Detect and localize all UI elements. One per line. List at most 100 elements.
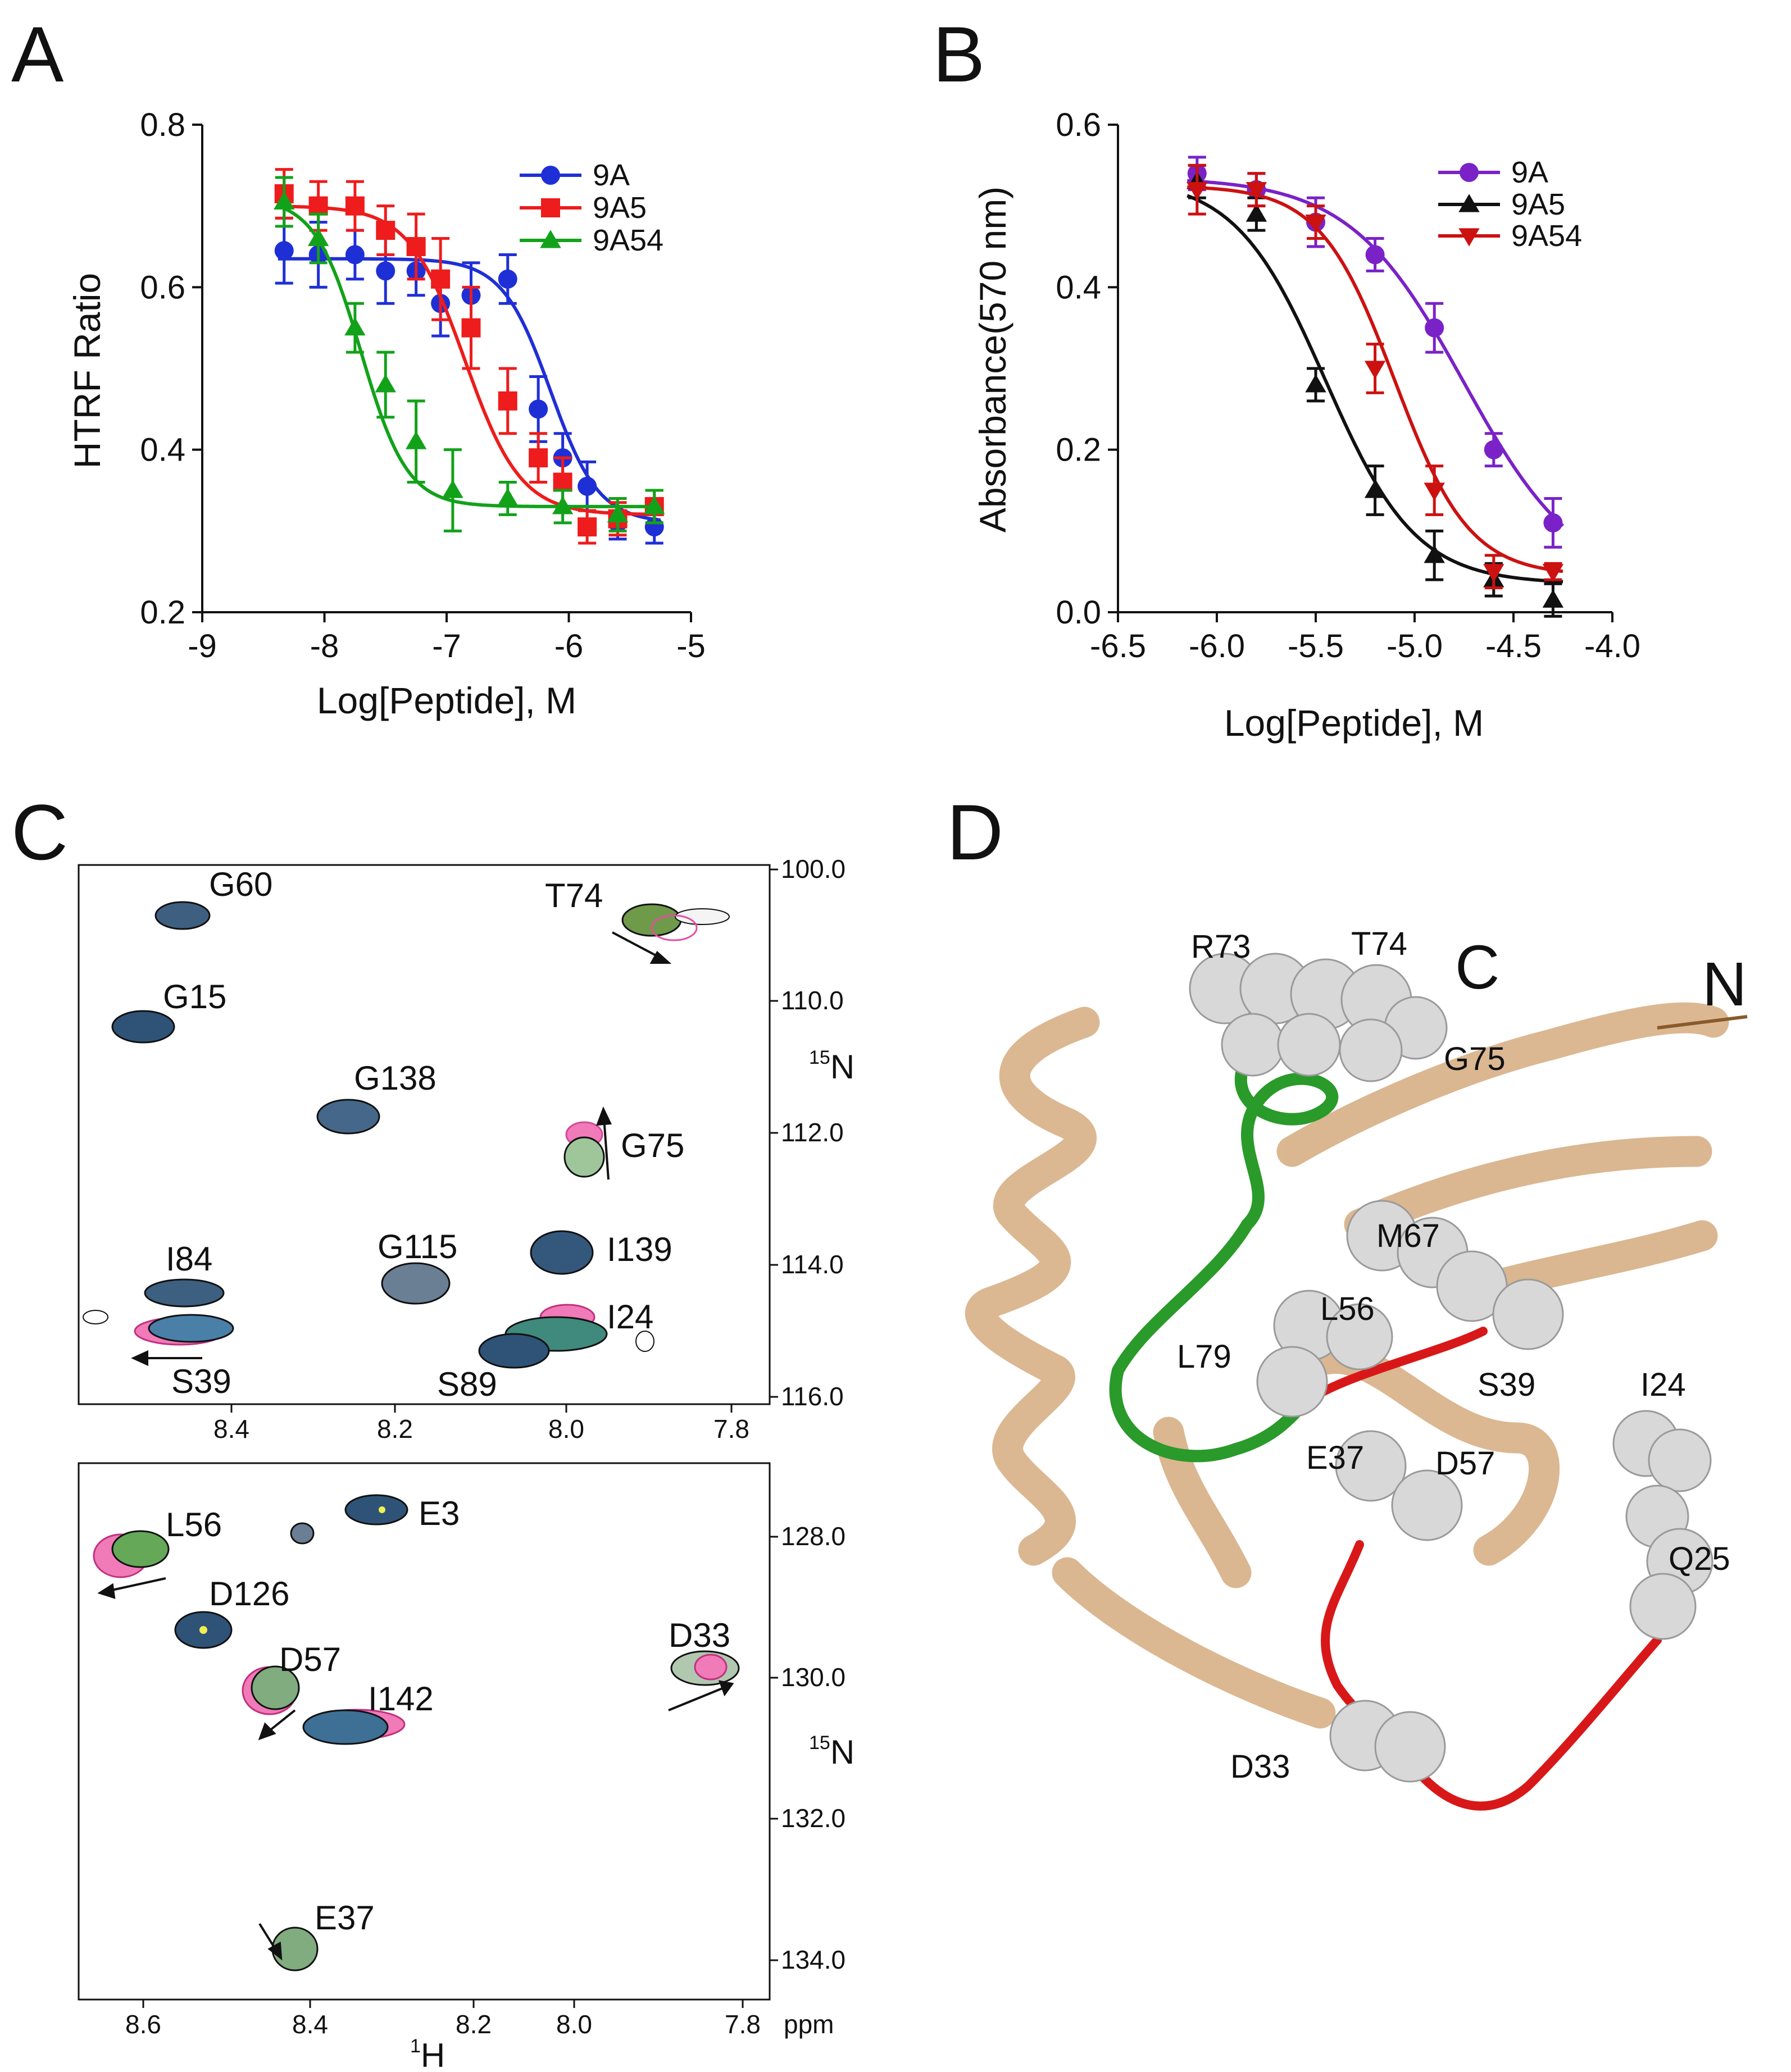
- data-point-9a5: [1424, 545, 1445, 563]
- series-9a54: [1187, 163, 1564, 590]
- data-point-9a54: [1364, 361, 1386, 379]
- nmr-top-peaks: [83, 901, 730, 1369]
- peak-t74-pink: [651, 914, 698, 941]
- peak-d57: [251, 1665, 300, 1710]
- residue-g75: G75: [1444, 1041, 1506, 1077]
- nmr-top-h-tick-2: 8.0: [548, 1414, 584, 1443]
- peak-label-g115: G115: [378, 1228, 457, 1265]
- residue-s39: S39: [1478, 1367, 1535, 1403]
- protein-structure: R73 T74 G75 M67 L56 L79 S39 I24 E37 D57 …: [965, 926, 1748, 1811]
- peak-label-s89: S89: [437, 1365, 497, 1403]
- x-tick-label: -6.5: [1090, 628, 1146, 664]
- peak-label-l56: L56: [166, 1506, 222, 1543]
- data-point-9a: [529, 399, 548, 419]
- legend-a-9a54: 9A54: [593, 224, 663, 257]
- nmr-spectrum-bottom: 128.0 130.0 132.0 134.0 8.6 8.4 8.2 8.0 …: [78, 1462, 854, 2072]
- data-point-9a54: [1187, 182, 1208, 201]
- data-point-9a54: [1245, 182, 1267, 201]
- chart-a-x-label: Log[Peptide], M: [317, 680, 576, 721]
- data-point-9a54: [1305, 215, 1326, 233]
- peak-s39: [148, 1314, 234, 1343]
- x-tick-label: -6.0: [1189, 628, 1245, 664]
- nmr-bottom-n-tick-0: 128.0: [781, 1522, 846, 1551]
- legend-b-9a: 9A: [1511, 156, 1548, 189]
- chart-b-y-label: Absorbance(570 nm): [972, 186, 1013, 532]
- nmr-top-n-axis-label: 15N: [809, 1047, 854, 1086]
- nmr-bottom-n-tick-1: 130.0: [781, 1663, 846, 1692]
- nmr-bottom-n-tick-3: 134.0: [781, 1945, 846, 1974]
- data-point-9a54: [405, 431, 427, 449]
- nmr-bottom-h-tick-3: 8.0: [556, 2010, 592, 2039]
- legend-a-9a5: 9A5: [593, 191, 647, 225]
- data-point-9a5: [1305, 374, 1326, 393]
- data-point-9a54: [375, 374, 396, 393]
- panel-label-b: B: [933, 10, 985, 98]
- data-point-9a5: [1364, 480, 1386, 498]
- peak-label-e37: E37: [315, 1899, 375, 1937]
- x-tick-label: -8: [310, 628, 339, 664]
- data-point-9a: [274, 241, 294, 261]
- panel-label-d: D: [947, 788, 1003, 876]
- nmr-bottom-arrows: [97, 1577, 734, 1961]
- peak-e3-core: [379, 1506, 385, 1513]
- y-tick-label: 0.4: [1056, 269, 1101, 306]
- chart-b-legend: 9A 9A5 9A54: [1438, 156, 1582, 253]
- residue-i24: I24: [1640, 1367, 1686, 1403]
- peak-label-g60: G60: [209, 866, 272, 903]
- chart-b: -6.5 -6.0 -5.5 -5.0 -4.5 -4.0 0.0 0.2 0.4 0.6 Abs…: [972, 107, 1640, 744]
- peak-small-right: [635, 1331, 654, 1352]
- data-point-9a54: [1542, 564, 1564, 582]
- legend-b-9a5: 9A5: [1511, 188, 1565, 221]
- nmr-top-h-tick-3: 7.8: [713, 1414, 749, 1443]
- peak-g60: [154, 901, 211, 930]
- data-point-9a: [498, 269, 517, 289]
- nmr-spectrum-top: 100.0 110.0 112.0 114.0 116.0 8.4 8.2 8.…: [78, 854, 854, 1443]
- residue-m67: M67: [1376, 1218, 1440, 1254]
- data-point-9a: [345, 245, 365, 265]
- data-point-9a: [578, 476, 597, 496]
- nmr-bottom-n-tick-2: 132.0: [781, 1804, 846, 1833]
- x-tick-label: -5.5: [1288, 628, 1344, 664]
- green-loop: [1109, 1044, 1339, 1463]
- residue-l56: L56: [1320, 1291, 1375, 1327]
- n-terminus-tail: [1657, 1015, 1748, 1030]
- chart-a-y-label: HTRF Ratio: [66, 273, 108, 468]
- residue-d33: D33: [1230, 1748, 1290, 1785]
- residue-t74: T74: [1351, 926, 1407, 962]
- data-point-9a5: [431, 269, 451, 289]
- data-point-9a5: [461, 318, 481, 338]
- nmr-bottom-h-tick-1: 8.4: [292, 2010, 328, 2039]
- y-tick-label: 0.6: [140, 269, 185, 306]
- x-tick-label: -5.0: [1387, 628, 1443, 664]
- nmr-top-h-tick-0: 8.4: [213, 1414, 249, 1443]
- peak-label-g15: G15: [163, 978, 226, 1015]
- peak-i142: [302, 1709, 389, 1745]
- data-point-9a: [1425, 318, 1444, 338]
- y-tick-label: 0.0: [1056, 594, 1101, 631]
- peak-label-i142: I142: [368, 1680, 434, 1718]
- data-point-9a54: [1483, 564, 1504, 582]
- peak-label-d57: D57: [279, 1641, 341, 1678]
- data-point-9a5: [578, 517, 597, 537]
- data-point-9a54: [344, 317, 366, 336]
- peak-label-g75: G75: [621, 1127, 684, 1164]
- x-tick-label: -7: [432, 628, 461, 664]
- residue-l79: L79: [1177, 1338, 1231, 1375]
- nmr-top-n-tick-1: 110.0: [781, 986, 844, 1015]
- x-tick-label: -9: [188, 628, 217, 664]
- residue-e37: E37: [1306, 1440, 1364, 1476]
- nmr-top-h-tick-1: 8.2: [377, 1414, 413, 1443]
- nmr-bottom-h-tick-4: 7.8: [725, 2010, 761, 2039]
- data-point-9a54: [497, 488, 519, 507]
- peak-d126-core: [199, 1626, 207, 1634]
- c-terminus-label: C: [1455, 933, 1499, 1002]
- n-terminus-label: N: [1702, 950, 1747, 1019]
- peak-label-i84: I84: [166, 1240, 212, 1278]
- data-point-9a5: [1542, 589, 1564, 608]
- peak-e3: [344, 1494, 408, 1525]
- chart-a: -9 -8 -7 -6 -5 0.2 0.4 0.6 0.8 HTRF Ratio Log[Pe…: [66, 107, 706, 721]
- peak-label-g138: G138: [354, 1059, 437, 1097]
- nmr-top-n-tick-0: 100.0: [781, 854, 846, 884]
- y-tick-label: 0.8: [140, 107, 185, 143]
